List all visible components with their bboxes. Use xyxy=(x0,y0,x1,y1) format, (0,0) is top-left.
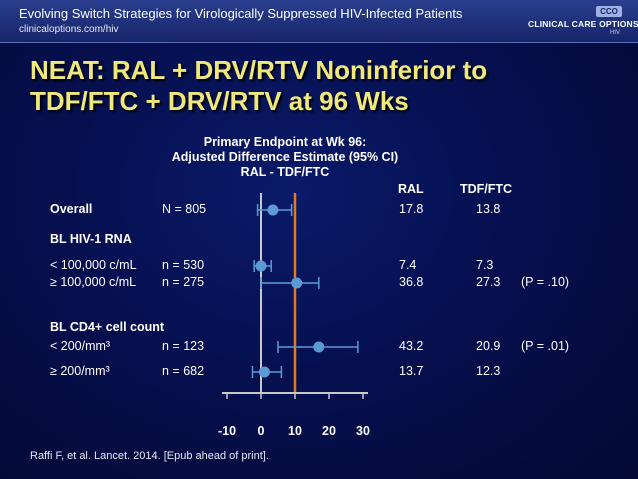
row-n: n = 123 xyxy=(162,339,205,353)
row-ral-value: 13.7 xyxy=(399,364,424,378)
citation: Raffi F, et al. Lancet. 2014. [Epub ahea… xyxy=(30,450,269,462)
chart-title: Primary Endpoint at Wk 96: Adjusted Diff… xyxy=(140,135,430,180)
point-estimate xyxy=(255,260,267,272)
row-tdf-value: 7.3 xyxy=(476,258,494,272)
row-label: ≥ 100,000 c/mL xyxy=(50,275,137,289)
row-p-value: (P = .10) xyxy=(521,275,570,289)
point-estimate xyxy=(267,204,279,216)
section-header: BL HIV-1 RNA xyxy=(50,232,132,246)
slide-title-line-2: TDF/FTC + DRV/RTV at 96 Wks xyxy=(30,86,409,116)
row-label: < 200/mm³ xyxy=(50,339,111,353)
section-header: BL CD4+ cell count xyxy=(50,320,165,334)
header-url[interactable]: clinicaloptions.com/hiv xyxy=(19,24,119,35)
x-tick-label: 30 xyxy=(356,424,370,438)
row-tdf-value: 27.3 xyxy=(476,275,501,289)
slide-title: NEAT: RAL + DRV/RTV Noninferior to TDF/F… xyxy=(30,55,610,117)
x-tick-label: 0 xyxy=(258,424,265,438)
point-estimate xyxy=(258,366,270,378)
row-tdf-value: 13.8 xyxy=(476,202,501,216)
logo-sub: HIV xyxy=(610,30,621,36)
row-n: N = 805 xyxy=(162,202,207,216)
row-label: < 100,000 c/mL xyxy=(50,258,137,272)
slide-title-line-1: NEAT: RAL + DRV/RTV Noninferior to xyxy=(30,55,488,85)
cco-logo: CCO CLINICAL CARE OPTIONS HIV xyxy=(528,6,638,38)
row-n: n = 682 xyxy=(162,364,205,378)
row-ral-value: 17.8 xyxy=(399,202,424,216)
point-estimate xyxy=(313,341,325,353)
x-tick-label: 20 xyxy=(322,424,336,438)
row-tdf-value: 12.3 xyxy=(476,364,501,378)
logo-text: CLINICAL CARE OPTIONS xyxy=(528,19,638,29)
col-header-tdf: TDF/FTC xyxy=(460,182,513,196)
row-ral-value: 43.2 xyxy=(399,339,424,353)
row-label: ≥ 200/mm³ xyxy=(50,364,110,378)
chart-title-line-2: Adjusted Difference Estimate (95% CI) xyxy=(171,150,399,164)
point-estimate xyxy=(291,277,303,289)
row-p-value: (P = .01) xyxy=(521,339,570,353)
x-tick-label: -10 xyxy=(218,424,236,438)
row-n: n = 275 xyxy=(162,275,205,289)
row-tdf-value: 20.9 xyxy=(476,339,501,353)
chart-title-line-3: RAL - TDF/FTC xyxy=(240,165,330,179)
chart-title-line-1: Primary Endpoint at Wk 96: xyxy=(203,135,367,149)
row-ral-value: 7.4 xyxy=(399,258,417,272)
header-bar: Evolving Switch Strategies for Virologic… xyxy=(0,0,638,43)
col-header-ral: RAL xyxy=(398,182,424,196)
row-ral-value: 36.8 xyxy=(399,275,424,289)
logo-badge: CCO xyxy=(596,6,622,17)
row-label: Overall xyxy=(50,202,93,216)
header-title: Evolving Switch Strategies for Virologic… xyxy=(19,6,463,21)
row-n: n = 530 xyxy=(162,258,205,272)
x-tick-label: 10 xyxy=(288,424,302,438)
